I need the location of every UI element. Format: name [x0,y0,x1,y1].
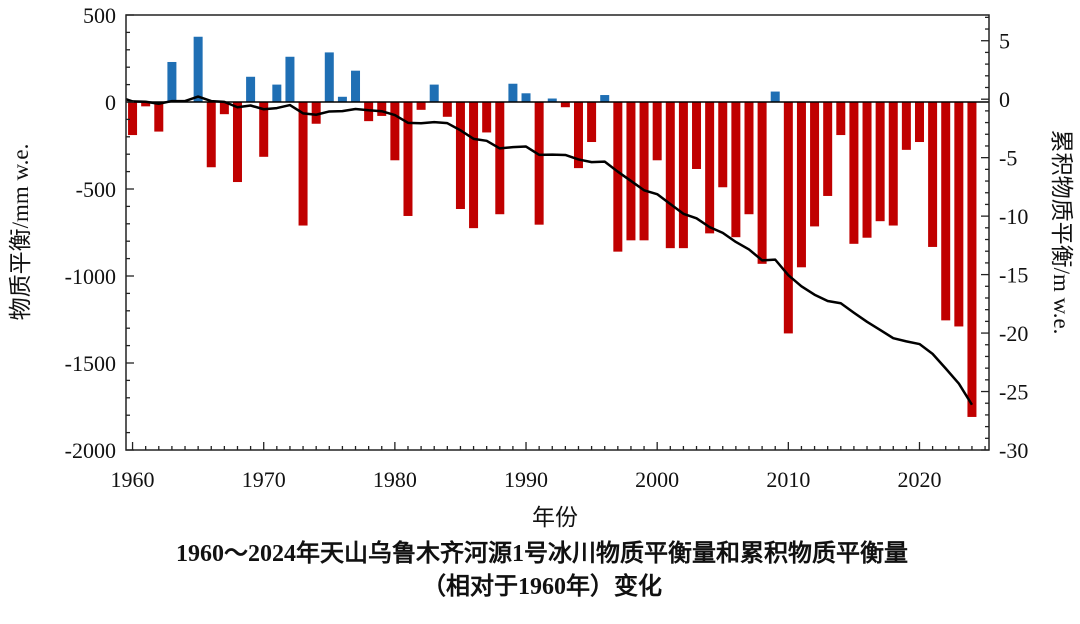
right-y-tick-labels: 5 0 -5 -10 -15 -20 -25 -30 [999,29,1028,463]
left-y-tick-label: -2000 [65,438,116,463]
bar-1985 [455,102,465,210]
right-y-tick-label: -25 [999,380,1028,405]
bar-2021 [928,102,938,247]
bar-1971 [272,84,282,102]
right-y-axis-label: 累积物质平衡/m w.e. [1049,130,1074,335]
bar-2007 [744,102,754,215]
bar-2022 [941,102,951,321]
bar-2013 [823,102,833,196]
bar-1981 [403,102,413,216]
right-y-tick-label: 0 [999,87,1010,112]
bar-1962 [154,102,164,132]
bar-1963 [167,61,177,102]
bar-1979 [377,102,387,116]
bar-1967 [219,102,229,115]
bar-1991 [534,102,544,225]
bar-1992 [547,98,557,102]
right-y-tick-label: -15 [999,263,1028,288]
plot-frame [125,14,990,451]
left-y-axis-label: 物质平衡/mm w.e. [8,144,33,321]
bar-1976 [337,96,347,102]
bar-2001 [665,102,675,249]
right-y-tick-label: -10 [999,204,1028,229]
x-tick-labels: 1960 1970 1980 1990 2000 2010 2020 [111,467,942,492]
bar-1984 [442,102,452,117]
bar-2016 [862,102,872,238]
x-tick-label: 1960 [111,467,155,492]
bar-1993 [560,102,570,108]
bar-1974 [311,102,321,124]
bar-1983 [429,84,439,102]
chart-title-line1: 1960～2024年天山乌鲁木齐河源1号冰川物质平衡量和累积物质平衡量 [176,539,908,567]
left-y-tick-label: -1000 [65,264,116,289]
x-axis-label: 年份 [532,505,578,530]
left-y-tick-label: 0 [105,90,116,115]
bar-2006 [731,102,741,238]
bar-2023 [954,102,964,327]
bar-1977 [351,70,361,102]
bar-1996 [600,95,610,102]
bar-1975 [324,52,334,102]
x-tick-label: 1970 [242,467,286,492]
bar-2008 [757,102,767,264]
bar-1970 [259,102,269,157]
bar-2024 [967,102,977,417]
right-y-tick-label: -20 [999,321,1028,346]
bar-2004 [705,102,715,234]
x-tick-label: 1990 [504,467,548,492]
bar-1978 [364,102,374,122]
axis-ticks [126,14,989,451]
left-y-tick-label: 500 [83,3,116,28]
bar-1982 [416,102,426,110]
bar-2002 [678,102,688,249]
chart-title-line2: （相对于1960年）变化 [422,572,662,600]
bar-1972 [285,56,295,102]
bar-1980 [390,102,400,161]
bar-2003 [692,102,702,169]
right-y-tick-label: -30 [999,438,1028,463]
bar-2009 [770,91,780,102]
bar-1997 [613,102,623,252]
x-tick-label: 1980 [373,467,417,492]
annual-mass-balance-bars [128,36,977,417]
bar-1988 [495,102,505,215]
bar-1966 [206,102,216,168]
x-tick-label: 2020 [897,467,941,492]
bar-2005 [718,102,728,188]
bar-2012 [810,102,820,227]
bar-2020 [914,102,924,143]
bar-1965 [193,36,203,102]
bar-1999 [639,102,649,241]
bar-2000 [652,102,662,161]
right-y-tick-label: -5 [999,146,1017,171]
left-y-tick-label: -1500 [65,351,116,376]
bar-2010 [783,102,793,334]
bar-1986 [469,102,479,229]
bar-2019 [901,102,911,150]
bar-1969 [246,76,256,102]
bar-2017 [875,102,885,222]
right-y-tick-label: 5 [999,29,1010,54]
x-tick-label: 2010 [766,467,810,492]
bar-2014 [836,102,846,136]
bar-1990 [521,93,531,102]
left-y-tick-label: -500 [76,177,116,202]
bar-2011 [796,102,806,268]
bar-2018 [888,102,898,226]
bar-1995 [587,102,597,143]
bar-1961 [141,102,151,107]
bar-1989 [508,83,518,102]
bar-1994 [573,102,583,169]
bar-2015 [849,102,859,244]
left-y-tick-labels: 500 0 -500 -1000 -1500 -2000 [65,3,116,463]
x-tick-label: 2000 [635,467,679,492]
bar-1998 [626,102,636,241]
cumulative-mass-balance-line [125,95,974,406]
bar-1973 [298,102,308,226]
bar-1987 [482,102,492,133]
bar-1960 [128,102,138,136]
bar-1968 [232,102,242,183]
